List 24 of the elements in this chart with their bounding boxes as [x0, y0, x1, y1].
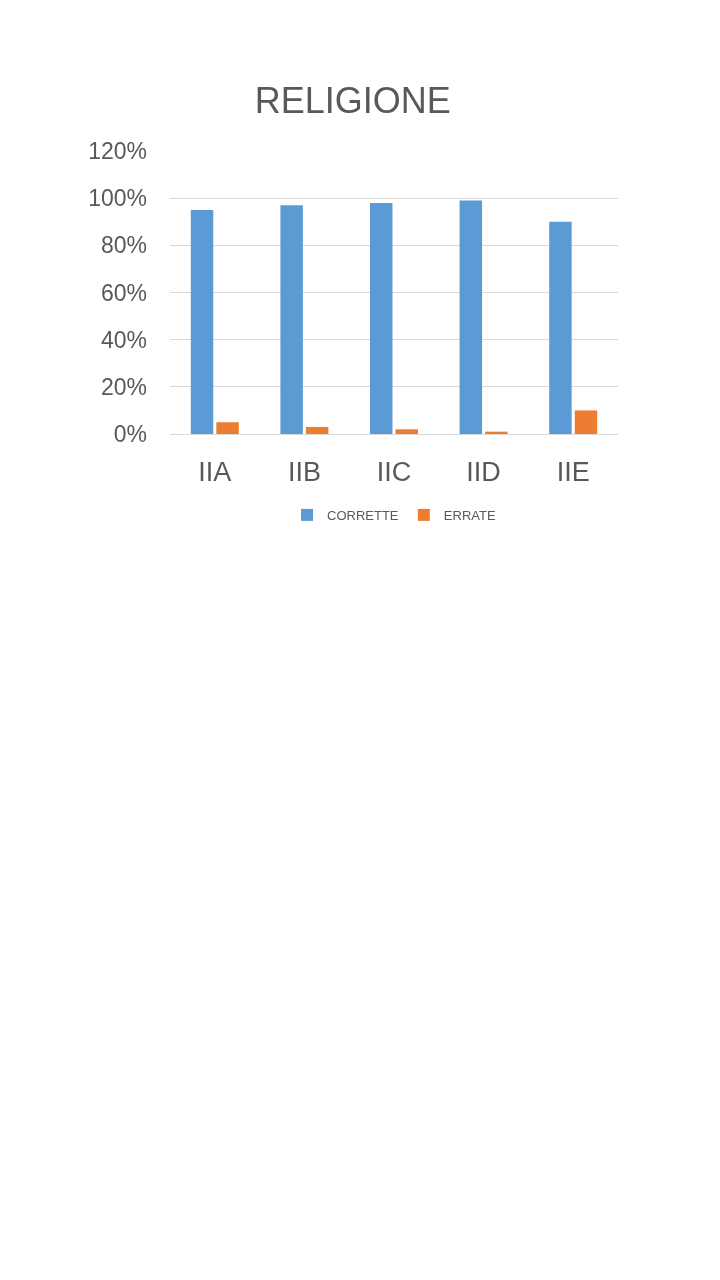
x-tick-label: IIE	[556, 457, 590, 488]
y-tick-label: 100%	[88, 185, 147, 212]
y-tick-label: 80%	[100, 232, 147, 259]
bar	[395, 429, 418, 434]
x-tick-label: IID	[466, 457, 501, 488]
y-tick-label: 0%	[113, 421, 147, 448]
bar	[305, 426, 329, 434]
chart-title: RELIGIONE	[254, 79, 451, 121]
bar	[574, 410, 598, 434]
bar	[549, 221, 572, 434]
bar	[280, 205, 303, 434]
y-tick-label: 20%	[100, 373, 147, 400]
x-tick-label: IIB	[287, 457, 321, 488]
bar	[459, 200, 483, 434]
y-tick-label: 120%	[88, 138, 147, 165]
legend-label: ERRATE	[443, 507, 496, 523]
y-tick-label: 60%	[100, 279, 147, 306]
y-tick-label: 40%	[100, 326, 147, 353]
bar	[216, 422, 239, 434]
x-tick-label: IIC	[376, 457, 412, 488]
bar	[190, 209, 214, 434]
bar	[370, 202, 393, 434]
x-tick-label: IIA	[198, 457, 232, 488]
legend-label: CORRETTE	[327, 507, 399, 523]
